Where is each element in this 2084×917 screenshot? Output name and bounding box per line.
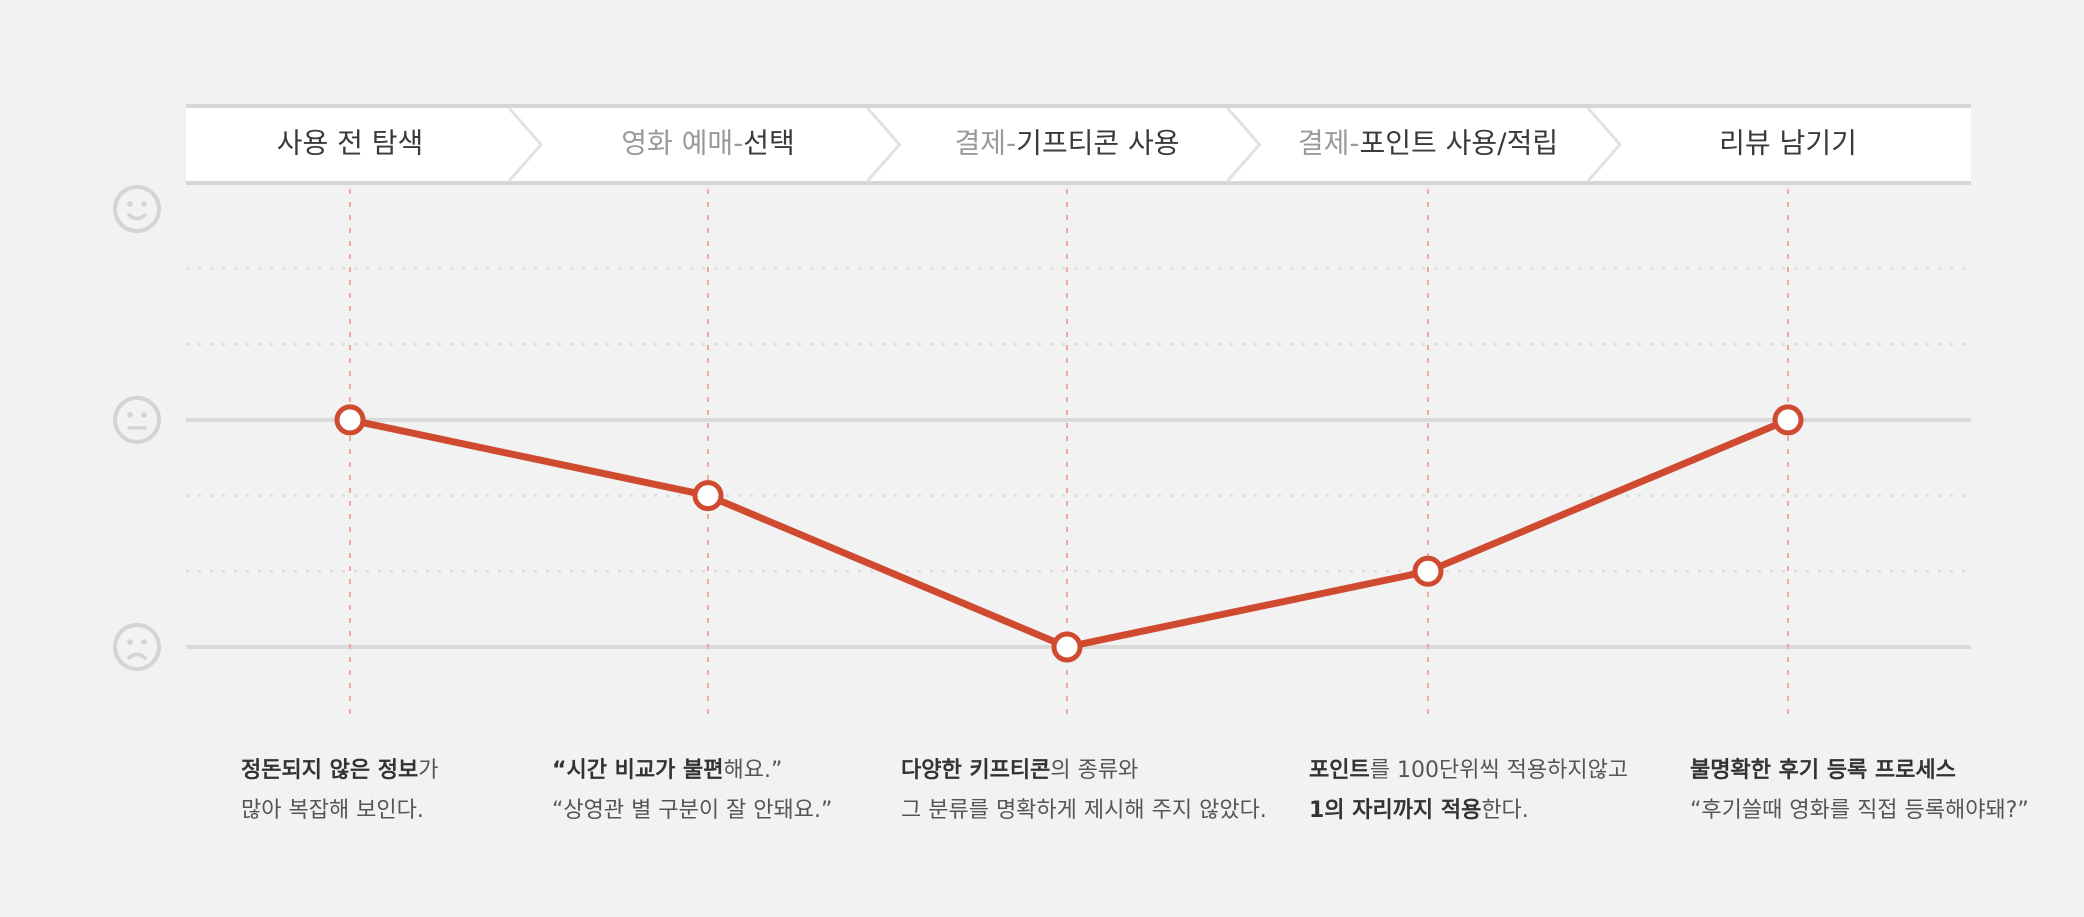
face-outline — [113, 395, 161, 444]
note-line: 불명확한 후기 등록 프로세스 — [1690, 758, 1956, 783]
note-text: “후기쓸때 영화를 직접 등록해야돼?” — [1690, 798, 2029, 823]
note-text: 많아 복잡해 보인다. — [241, 798, 424, 823]
face-eye — [141, 412, 147, 418]
mood-face — [113, 395, 161, 444]
face-eye — [127, 639, 133, 645]
note-text: 를 100단위씩 적용하지않고 — [1370, 758, 1628, 783]
stage-name: 리뷰 남기기 — [1719, 127, 1857, 160]
note-emphasis: 다양한 키프티콘 — [901, 758, 1050, 783]
stage-label: 결제-포인트 사용/적립 — [1298, 127, 1558, 160]
stage-name: 선택 — [743, 127, 795, 160]
stage-separator — [866, 107, 902, 182]
face-eye — [127, 201, 133, 207]
note-line: “후기쓸때 영화를 직접 등록해야돼?” — [1690, 798, 2029, 823]
stage-label: 사용 전 탐색 — [277, 127, 424, 160]
face-eye — [141, 201, 147, 207]
stage-label: 영화 예매-선택 — [621, 127, 795, 160]
face-eye — [141, 639, 147, 645]
emotion-point — [692, 480, 724, 512]
note-line: 정돈되지 않은 정보가 — [241, 758, 439, 783]
note-text: 그 분류를 명확하게 제시해 주지 않았다. — [901, 798, 1267, 823]
emotion-point — [334, 404, 366, 436]
stage-prefix: 결제- — [954, 127, 1016, 160]
stage-label: 결제-기프티콘 사용 — [954, 127, 1179, 160]
emotion-point — [1772, 404, 1804, 436]
emotion-point — [1051, 631, 1083, 663]
stage-name: 사용 전 탐색 — [277, 127, 424, 160]
face-mouth — [127, 652, 147, 660]
stage-separator — [1586, 107, 1622, 182]
stage-separator — [1226, 107, 1262, 182]
face-outline — [113, 185, 161, 233]
note-emphasis: 포인트 — [1309, 758, 1370, 783]
stage-prefix: 결제- — [1298, 127, 1360, 160]
note-emphasis: 정돈되지 않은 정보 — [241, 758, 418, 783]
note-line: 포인트를 100단위씩 적용하지않고 — [1309, 758, 1628, 783]
note-line: 다양한 키프티콘의 종류와 — [901, 758, 1138, 783]
note-text: 해요.” — [723, 758, 782, 783]
face-mouth — [127, 213, 147, 221]
note-text: 한다. — [1481, 798, 1528, 823]
note-emphasis: 1의 자리까지 적용 — [1309, 798, 1481, 823]
stage-name: 기프티콘 사용 — [1016, 127, 1179, 160]
header-band — [186, 106, 1971, 183]
note-line: “상영관 별 구분이 잘 안돼요.” — [552, 798, 832, 823]
note-emphasis: 불명확한 후기 등록 프로세스 — [1690, 758, 1956, 783]
mood-face — [113, 185, 161, 233]
note-line: “시간 비교가 불편해요.” — [552, 758, 782, 783]
note-line: 그 분류를 명확하게 제시해 주지 않았다. — [901, 798, 1267, 823]
face-eye — [127, 412, 133, 418]
note-line: 많아 복잡해 보인다. — [241, 798, 424, 823]
note-emphasis: “시간 비교가 불편 — [552, 758, 723, 783]
emotion-point — [1412, 555, 1444, 587]
note-line: 1의 자리까지 적용한다. — [1309, 798, 1529, 823]
stage-label: 리뷰 남기기 — [1719, 127, 1857, 160]
note-text: “상영관 별 구분이 잘 안돼요.” — [552, 798, 832, 823]
stage-separator — [507, 107, 543, 182]
stage-name: 포인트 사용/적립 — [1359, 127, 1558, 160]
stage-prefix: 영화 예매- — [621, 127, 743, 160]
note-text: 의 종류와 — [1050, 758, 1138, 783]
mood-face — [113, 623, 161, 671]
face-outline — [113, 623, 161, 671]
note-text: 가 — [418, 758, 438, 783]
